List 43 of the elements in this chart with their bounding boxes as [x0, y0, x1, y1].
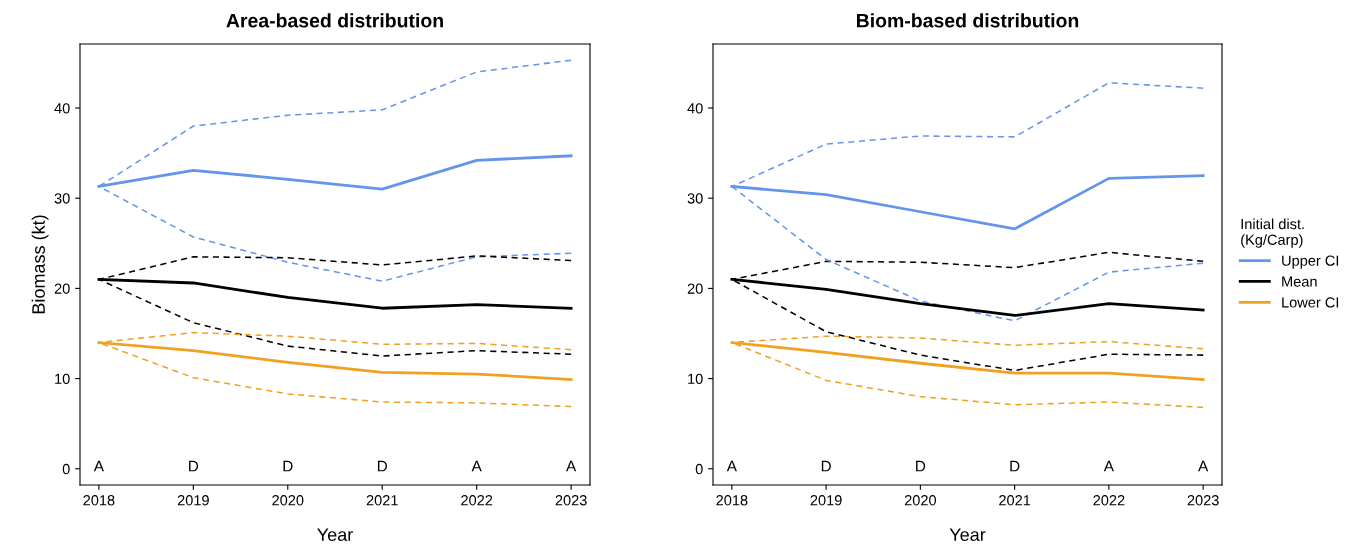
annotation: D	[916, 460, 926, 472]
legend-label: Mean	[1282, 276, 1317, 287]
y-axis-title: Biomass (kt)	[31, 215, 49, 314]
y-tick-label: 0	[695, 463, 703, 475]
y-tick-label: 20	[54, 283, 70, 294]
x-tick-label: 2021	[999, 495, 1031, 506]
annotation: D	[1010, 460, 1020, 472]
x-axis-title: Year	[317, 528, 353, 542]
annotation: D	[283, 460, 293, 472]
annotation: A	[471, 460, 482, 472]
x-tick-label: 2020	[272, 495, 304, 506]
y-tick-label: 10	[688, 373, 703, 385]
annotation: A	[1103, 460, 1114, 472]
x-tick-label: 2019	[810, 495, 842, 506]
chart-title: Area-based distribution	[226, 13, 443, 28]
annotation: A	[566, 460, 577, 472]
x-tick-label: 2022	[1093, 495, 1125, 506]
annotation: D	[821, 460, 831, 472]
y-tick-label: 10	[55, 373, 70, 385]
x-tick-label: 2019	[177, 495, 209, 506]
annotation: D	[189, 460, 199, 472]
chart-title: Biom-based distribution	[857, 13, 1079, 28]
x-tick-label: 2022	[461, 495, 493, 506]
legend-label: Lower CI	[1282, 297, 1339, 308]
annotation: A	[726, 460, 737, 472]
y-tick-label: 40	[54, 103, 70, 114]
annotation: D	[377, 460, 388, 472]
x-tick-label: 2018	[716, 495, 748, 506]
y-tick-label: 30	[687, 193, 703, 204]
x-tick-label: 2023	[1187, 495, 1219, 506]
x-axis-title: Year	[949, 528, 986, 542]
x-tick-label: 2021	[366, 495, 398, 506]
legend-label: Upper CI	[1282, 255, 1339, 269]
annotation: A	[93, 460, 104, 472]
y-tick-label: 30	[54, 193, 70, 204]
y-tick-label: 40	[687, 103, 703, 114]
x-tick-label: 2023	[555, 495, 587, 506]
x-tick-label: 2018	[83, 495, 115, 506]
x-tick-label: 2020	[904, 495, 937, 506]
annotation: A	[1198, 460, 1209, 472]
y-tick-label: 0	[62, 463, 70, 475]
legend-title: Initial dist. (Kg/Carp)	[1241, 218, 1304, 248]
y-tick-label: 20	[687, 283, 703, 294]
